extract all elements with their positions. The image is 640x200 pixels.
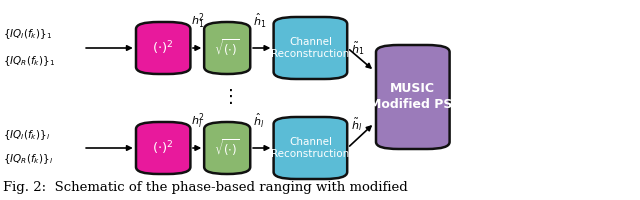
FancyBboxPatch shape — [204, 22, 250, 74]
Text: Channel
Reconstruction: Channel Reconstruction — [271, 37, 349, 59]
FancyBboxPatch shape — [204, 122, 250, 174]
Text: Fig. 2:  Schematic of the phase-based ranging with modified: Fig. 2: Schematic of the phase-based ran… — [3, 181, 408, 194]
Text: $(\cdot)^2$: $(\cdot)^2$ — [152, 139, 174, 157]
FancyBboxPatch shape — [136, 122, 191, 174]
Text: $\{IQ_I(f_k)\}_1$: $\{IQ_I(f_k)\}_1$ — [3, 27, 52, 41]
Text: $(\cdot)^2$: $(\cdot)^2$ — [152, 39, 174, 57]
FancyBboxPatch shape — [274, 117, 347, 179]
Text: $\hat{h}_l$: $\hat{h}_l$ — [253, 112, 265, 130]
Text: $\vdots$: $\vdots$ — [221, 88, 233, 106]
Text: $\tilde{h}_1$: $\tilde{h}_1$ — [351, 41, 364, 57]
FancyBboxPatch shape — [136, 22, 191, 74]
Text: $\{IQ_R(f_k)\}_1$: $\{IQ_R(f_k)\}_1$ — [3, 54, 55, 68]
Text: $\tilde{h}_l$: $\tilde{h}_l$ — [351, 117, 362, 133]
Text: $h_1^2$: $h_1^2$ — [191, 11, 205, 31]
Text: $h_l^2$: $h_l^2$ — [191, 111, 205, 131]
Text: $\hat{h}_1$: $\hat{h}_1$ — [253, 12, 267, 30]
Text: $\sqrt{(\cdot)}$: $\sqrt{(\cdot)}$ — [214, 38, 240, 58]
FancyBboxPatch shape — [376, 45, 450, 149]
FancyBboxPatch shape — [274, 17, 347, 79]
Text: $\{IQ_I(f_k)\}_l$: $\{IQ_I(f_k)\}_l$ — [3, 128, 51, 142]
Text: Channel
Reconstruction: Channel Reconstruction — [271, 137, 349, 159]
Text: $\sqrt{(\cdot)}$: $\sqrt{(\cdot)}$ — [214, 138, 240, 158]
Text: MUSIC
Modified PS.: MUSIC Modified PS. — [369, 82, 457, 112]
Text: $\{IQ_R(f_k)\}_l$: $\{IQ_R(f_k)\}_l$ — [3, 152, 53, 166]
